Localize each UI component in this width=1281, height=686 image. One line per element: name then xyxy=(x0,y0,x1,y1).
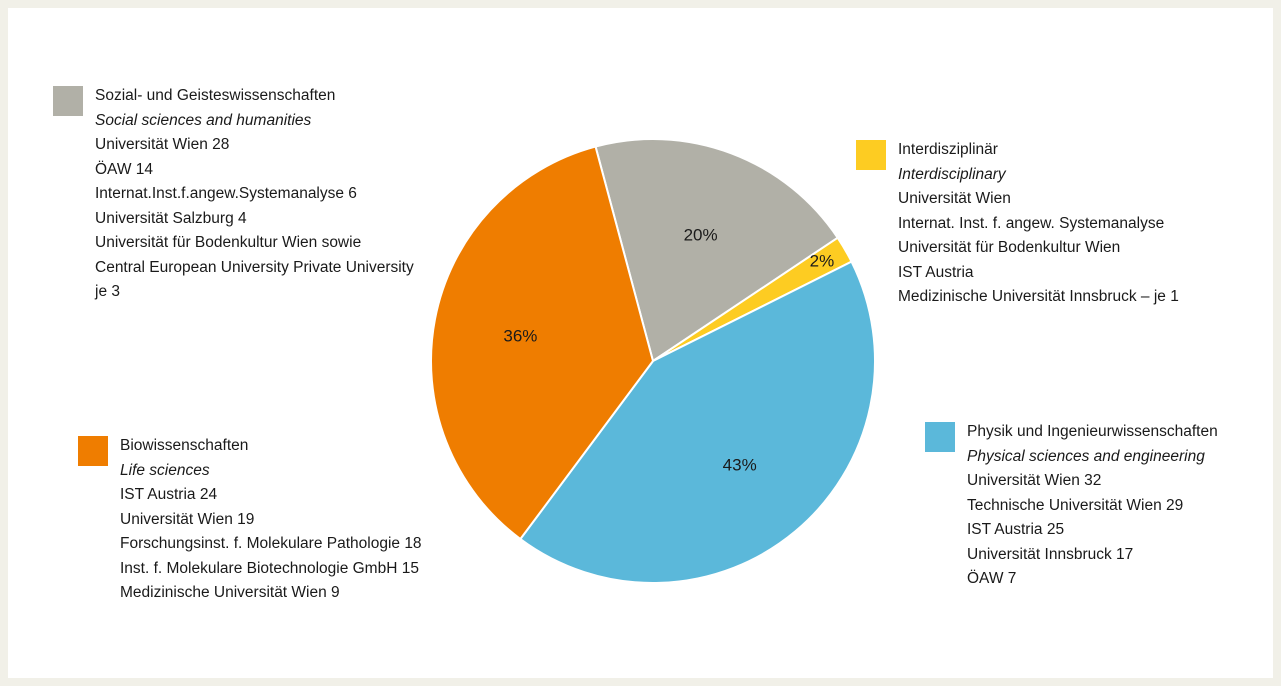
legend-swatch xyxy=(925,422,955,452)
legend-label-de: Physik und Ingenieurwissenschaften xyxy=(967,423,1218,440)
legend-detail: Inst. f. Molekulare Biotechnologie GmbH … xyxy=(120,559,419,577)
legend-detail: ÖAW 14 xyxy=(95,160,153,178)
legend-detail: Technische Universität Wien 29 xyxy=(967,496,1184,514)
legend-text: Sozial- und Geisteswissenschaften Social… xyxy=(95,84,414,305)
pie-chart: 20% 2% 43% 36% xyxy=(430,138,876,584)
legend-detail: Universität für Bodenkultur Wien xyxy=(898,239,1121,256)
legend-label-en: Social sciences and humanities xyxy=(95,111,312,129)
legend-detail: Universität Salzburg 4 xyxy=(95,209,247,227)
legend-detail: Universität Wien 32 xyxy=(967,472,1102,489)
legend-detail: Central European University Private Univ… xyxy=(95,258,414,276)
pie-slice xyxy=(594,138,840,363)
legend-detail: Universität Wien 19 xyxy=(120,510,255,528)
slice-value-label: 43% xyxy=(723,455,757,474)
chart-canvas: 20% 2% 43% 36% Sozial- und Geisteswissensch… xyxy=(8,8,1273,678)
legend-label-en: Interdisciplinary xyxy=(898,165,1006,183)
legend-swatch xyxy=(856,140,886,170)
legend-detail: je 3 xyxy=(95,283,120,300)
legend-label-de: Biowissenschaften xyxy=(120,437,249,454)
slice-value-label: 36% xyxy=(503,327,537,346)
legend-swatch xyxy=(53,86,83,116)
legend-detail: Universität Wien 28 xyxy=(95,136,230,153)
legend-label-de: Sozial- und Geisteswissenschaften xyxy=(95,87,336,104)
legend-detail: Universität Wien xyxy=(898,190,1011,207)
slice-value-label: 2% xyxy=(810,252,835,271)
legend-detail: Forschungsinst. f. Molekulare Pathologie… xyxy=(120,535,422,552)
legend-detail: Medizinische Universität Innsbruck – je … xyxy=(898,288,1179,305)
legend-detail: ÖAW 7 xyxy=(967,570,1017,587)
legend-detail: IST Austria 24 xyxy=(120,486,218,503)
legend-text: Physik und Ingenieurwissenschaften Physi… xyxy=(967,420,1218,592)
legend-label-en: Life sciences xyxy=(120,461,210,479)
legend-label-en: Physical sciences and engineering xyxy=(967,447,1205,465)
pie-slice xyxy=(430,145,655,541)
legend-text: Interdisziplinär Interdisciplinary Unive… xyxy=(898,138,1179,310)
legend-text: Biowissenschaften Life sciences IST Aust… xyxy=(120,434,422,606)
legend-detail: IST Austria 25 xyxy=(967,521,1065,538)
legend-detail: Universität Innsbruck 17 xyxy=(967,545,1134,563)
slice-value-label: 20% xyxy=(684,226,718,245)
legend-detail: Medizinische Universität Wien 9 xyxy=(120,584,340,601)
legend-label-de: Interdisziplinär xyxy=(898,141,998,158)
legend-detail: Internat. Inst. f. angew. Systemanalyse xyxy=(898,214,1165,232)
legend-detail: Universität für Bodenkultur Wien sowie xyxy=(95,234,362,251)
legend-swatch xyxy=(78,436,108,466)
legend-detail: IST Austria xyxy=(898,263,974,281)
legend-detail: Internat.Inst.f.angew.Systemanalyse 6 xyxy=(95,185,357,202)
pie-slice xyxy=(518,260,876,584)
